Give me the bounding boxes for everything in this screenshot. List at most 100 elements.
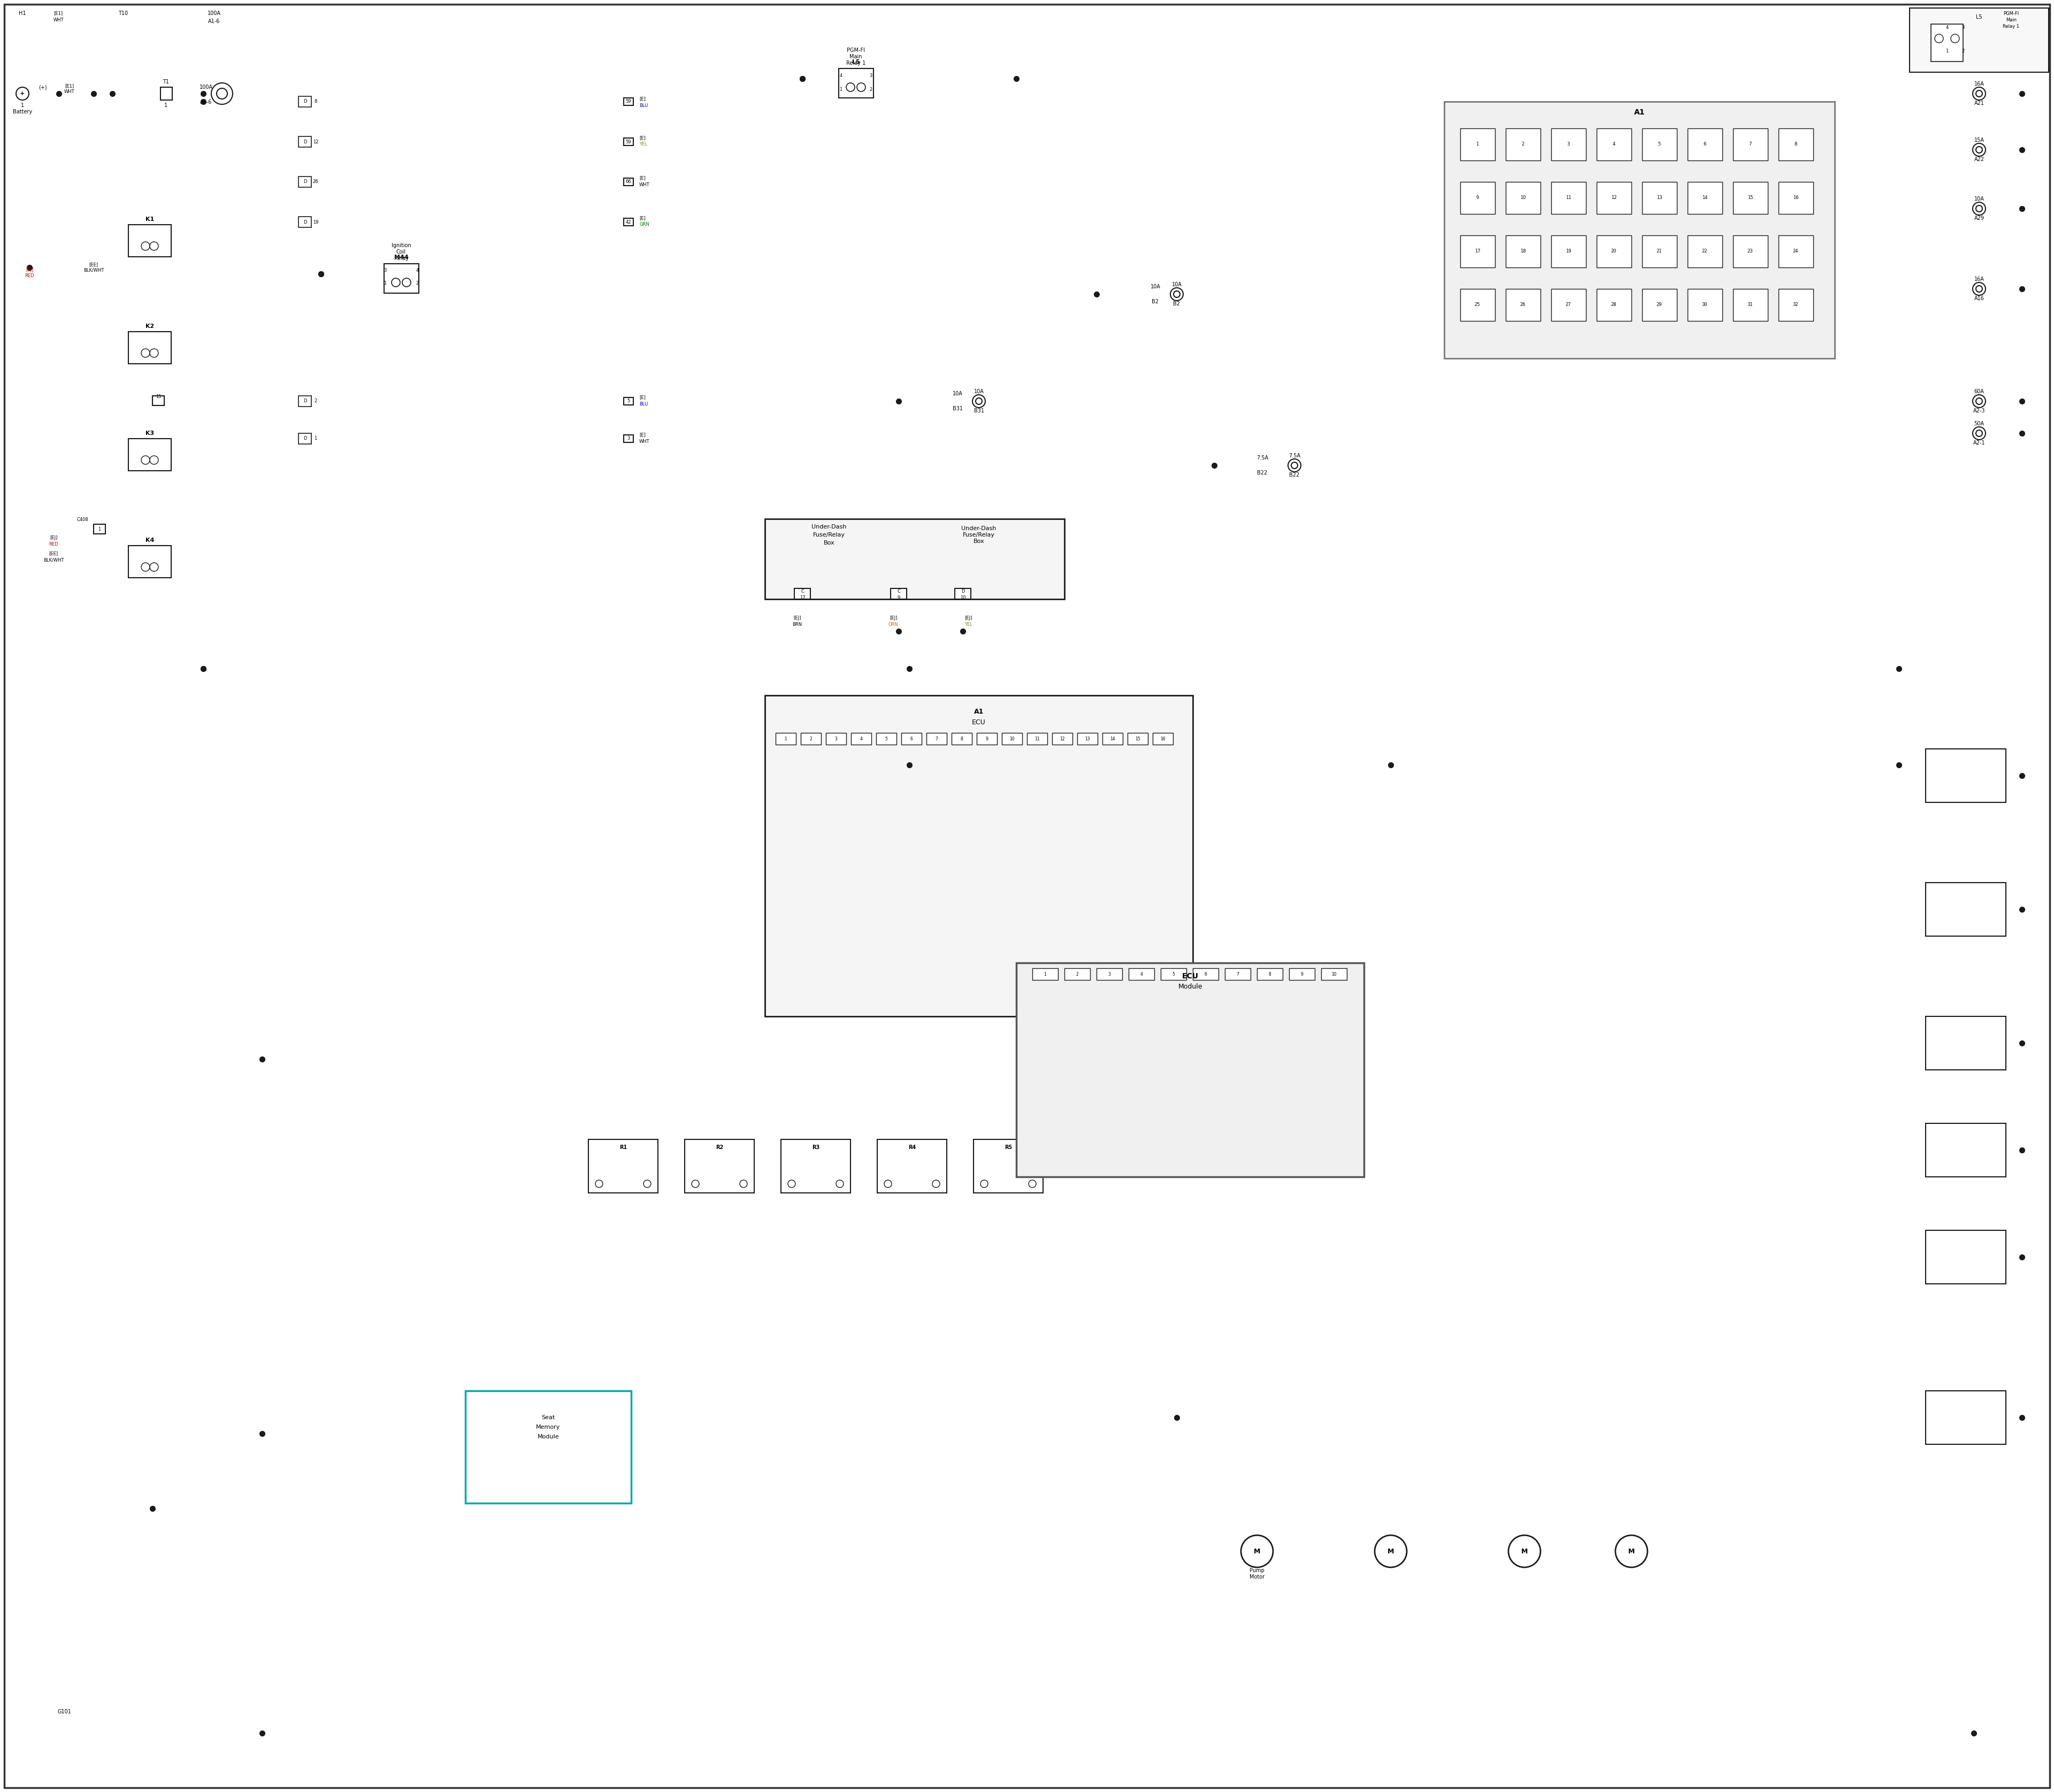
Text: 4: 4 [1945,25,1949,30]
Bar [1641,181,1676,213]
Text: PGM-FI
Main
Relay 1: PGM-FI Main Relay 1 [846,48,865,66]
Text: 16: 16 [1793,195,1799,201]
Text: 1: 1 [840,88,842,91]
Text: 10A: 10A [953,391,963,396]
Text: 100A: 100A [207,11,220,16]
Text: 100A: 100A [199,84,214,90]
Bar [1927,1231,2007,1283]
Text: 3: 3 [384,269,386,272]
Text: BLK/WHT: BLK/WHT [43,557,64,563]
Text: [E1]: [E1] [53,11,64,16]
Text: 1: 1 [1945,48,1949,54]
Circle shape [142,242,150,251]
Text: 15: 15 [156,394,160,400]
Text: 1: 1 [164,102,168,108]
Bar [1460,181,1495,213]
Text: 50A: 50A [1974,421,1984,426]
Text: WHT: WHT [639,439,649,444]
Text: K4: K4 [146,538,154,543]
Bar [298,136,312,147]
Text: 31: 31 [1748,303,1752,306]
Bar [1460,289,1495,321]
Bar [926,733,947,745]
Bar [94,525,105,534]
Text: 13: 13 [1085,737,1091,742]
Text: 10: 10 [1009,737,1015,742]
Circle shape [1972,143,1986,156]
Bar [795,588,811,599]
Text: B22: B22 [1257,470,1267,475]
Text: 26: 26 [312,179,318,185]
Bar [466,1391,631,1503]
Bar [1688,289,1723,321]
Bar [1927,883,2007,935]
Bar [1017,962,1364,1177]
Bar [1688,181,1723,213]
Circle shape [216,88,228,99]
Text: BLU: BLU [639,401,647,407]
Text: 12: 12 [1610,195,1616,201]
Circle shape [1976,206,1982,211]
Bar [1002,733,1023,745]
Bar [1596,235,1631,267]
Bar [1734,181,1768,213]
Text: 1: 1 [21,102,25,108]
Text: 1: 1 [99,527,101,532]
Bar [384,263,419,294]
Bar [624,138,633,145]
Bar [1688,235,1723,267]
Text: L5: L5 [1976,14,1982,20]
Text: 9: 9 [1300,971,1302,977]
Bar [1734,129,1768,161]
Text: WHT: WHT [53,18,64,22]
Text: R4: R4 [908,1145,916,1150]
Circle shape [403,278,411,287]
Bar [1103,733,1124,745]
Bar [902,733,922,745]
Text: D: D [304,179,306,185]
Text: 7: 7 [1748,142,1752,147]
Bar [1551,289,1586,321]
Text: Module: Module [1179,984,1202,991]
Text: 7: 7 [1237,971,1239,977]
Text: 7.5A: 7.5A [1257,455,1267,461]
Bar [127,545,170,577]
Bar [1734,289,1768,321]
Text: 3: 3 [834,737,838,742]
Text: [EE]: [EE] [49,552,58,556]
Text: 10A: 10A [1150,285,1161,289]
Text: 8: 8 [314,99,316,104]
Text: K2: K2 [146,324,154,330]
Text: B31: B31 [953,407,963,412]
Text: B22: B22 [1290,473,1300,478]
Bar [127,439,170,471]
Bar [1128,968,1154,980]
Text: RED: RED [49,541,58,547]
Text: 11: 11 [1035,737,1039,742]
Text: [E]: [E] [639,432,645,437]
Circle shape [980,1181,988,1188]
Text: A21: A21 [1974,100,1984,106]
Bar [1161,968,1187,980]
Bar [801,733,822,745]
Bar [298,97,312,108]
Bar [1224,968,1251,980]
Text: 7.5A: 7.5A [1288,453,1300,459]
Text: 4: 4 [1612,142,1614,147]
Bar [624,219,633,226]
Text: 6: 6 [1204,971,1208,977]
Bar [1506,129,1540,161]
Bar [838,68,873,99]
Text: ORN: ORN [887,622,898,627]
Text: Pump
Motor: Pump Motor [1249,1568,1265,1579]
Text: 25: 25 [1475,303,1481,306]
Text: 19: 19 [312,220,318,224]
Text: M: M [1253,1548,1261,1555]
Bar [1097,968,1121,980]
Bar [1641,289,1676,321]
Text: A2-3: A2-3 [1974,409,1984,414]
Bar [587,1140,657,1193]
Text: 14: 14 [1703,195,1707,201]
Text: A1: A1 [1635,109,1645,116]
Bar [1444,102,1834,358]
